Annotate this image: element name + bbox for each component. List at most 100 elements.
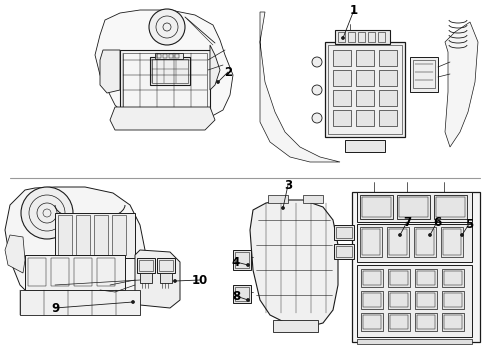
Bar [358, 32, 365, 42]
Bar [360, 227, 382, 257]
Bar [51, 258, 69, 286]
Circle shape [173, 279, 176, 283]
Bar [333, 90, 351, 106]
Bar [28, 258, 46, 286]
Polygon shape [110, 107, 215, 130]
Bar [416, 229, 434, 255]
Bar [233, 285, 251, 303]
Bar [444, 271, 462, 285]
Circle shape [246, 264, 249, 266]
Bar [336, 246, 352, 257]
Text: 10: 10 [192, 274, 208, 287]
Bar [303, 195, 323, 203]
Bar [415, 269, 437, 287]
Text: 7: 7 [403, 216, 411, 229]
Bar [388, 269, 410, 287]
Bar [444, 293, 462, 307]
Bar [150, 57, 190, 85]
Bar [363, 271, 381, 285]
Bar [379, 50, 397, 66]
Bar [334, 244, 354, 259]
Bar [442, 313, 464, 331]
Bar [362, 229, 380, 255]
Text: 6: 6 [433, 216, 441, 229]
Bar [387, 227, 409, 257]
Bar [112, 215, 126, 255]
Polygon shape [445, 22, 478, 147]
Bar [139, 260, 153, 271]
Bar [345, 140, 385, 152]
Circle shape [217, 81, 220, 84]
Bar [417, 315, 435, 329]
Bar [160, 273, 172, 283]
Bar [397, 195, 430, 219]
Bar [417, 271, 435, 285]
Bar [169, 54, 173, 58]
Bar [155, 53, 183, 59]
Bar [356, 90, 374, 106]
Bar [235, 252, 249, 268]
Bar [388, 291, 410, 309]
Bar [97, 258, 115, 286]
Bar [390, 271, 408, 285]
Bar [442, 291, 464, 309]
Text: 1: 1 [350, 4, 358, 17]
Circle shape [428, 234, 432, 237]
Polygon shape [210, 45, 220, 90]
Bar [443, 229, 461, 255]
Bar [363, 293, 381, 307]
Bar [157, 54, 161, 58]
Text: 3: 3 [284, 179, 292, 192]
Polygon shape [135, 250, 180, 308]
Bar [360, 195, 393, 219]
Bar [152, 59, 188, 83]
Bar [379, 70, 397, 86]
Bar [352, 192, 480, 342]
Bar [163, 54, 167, 58]
Bar [361, 291, 383, 309]
Bar [328, 45, 402, 134]
Bar [442, 269, 464, 287]
Bar [159, 260, 173, 271]
Bar [379, 90, 397, 106]
Polygon shape [250, 200, 338, 327]
Bar [441, 227, 463, 257]
Bar [389, 229, 407, 255]
Bar [390, 293, 408, 307]
Bar [361, 269, 383, 287]
Bar [356, 70, 374, 86]
Bar [55, 213, 135, 258]
Bar [363, 315, 381, 329]
Bar [338, 32, 345, 42]
Bar [325, 42, 405, 137]
Circle shape [398, 234, 401, 237]
Text: 5: 5 [465, 217, 473, 230]
Bar [362, 197, 391, 217]
Bar [20, 290, 140, 315]
Bar [336, 227, 352, 238]
Bar [357, 265, 472, 337]
Bar [333, 50, 351, 66]
Text: 4: 4 [232, 256, 240, 269]
Bar [123, 53, 207, 107]
Circle shape [21, 187, 73, 239]
Bar [414, 227, 436, 257]
Bar [390, 315, 408, 329]
Bar [233, 250, 251, 270]
Bar [76, 215, 90, 255]
Bar [356, 110, 374, 126]
Text: 9: 9 [51, 302, 59, 315]
Polygon shape [260, 12, 340, 162]
Circle shape [312, 57, 322, 67]
Bar [157, 258, 175, 273]
Bar [268, 195, 288, 203]
Bar [74, 258, 92, 286]
Circle shape [461, 234, 464, 237]
Polygon shape [5, 235, 25, 273]
Bar [410, 57, 438, 92]
Circle shape [342, 36, 344, 40]
Bar [333, 70, 351, 86]
Bar [436, 197, 465, 217]
Bar [444, 315, 462, 329]
Bar [273, 320, 318, 332]
